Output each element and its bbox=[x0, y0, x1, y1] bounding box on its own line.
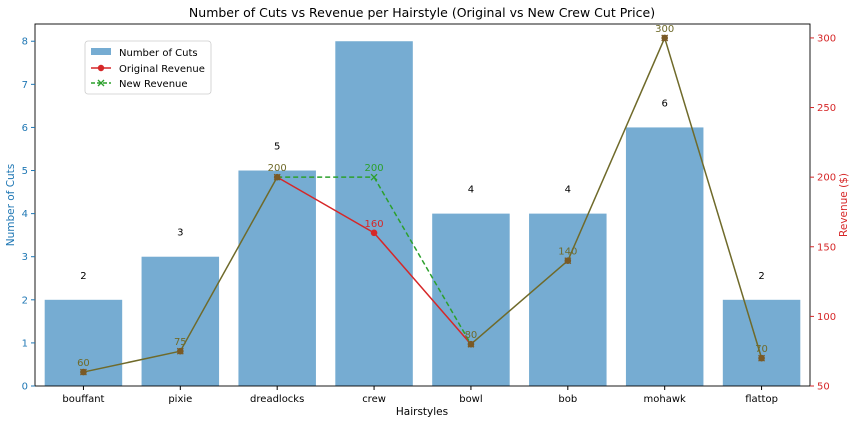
bar-crew bbox=[335, 41, 413, 386]
new-revenue-point-bob bbox=[564, 257, 572, 265]
bar-dreadlocks bbox=[238, 170, 316, 386]
y-axis-left-label: Number of Cuts bbox=[5, 164, 17, 247]
bars-layer bbox=[44, 41, 801, 386]
new-revenue-point-pixie bbox=[176, 347, 184, 355]
new-revenue-point-dreadlocks bbox=[273, 173, 281, 181]
new-revenue-label-crew: 200 bbox=[365, 163, 384, 174]
new-revenue-label-pixie: 75 bbox=[174, 337, 187, 348]
new-revenue-label-bouffant: 60 bbox=[77, 358, 90, 369]
combined-revenue-segment bbox=[179, 176, 278, 352]
bar-label-mohawk: 6 bbox=[662, 98, 668, 109]
x-tick-label-bowl: bowl bbox=[459, 394, 482, 405]
y-left-tick-label: 2 bbox=[22, 295, 28, 306]
legend: Number of Cuts Original Revenue New Revenu… bbox=[84, 40, 212, 95]
legend-label-original-revenue: Original Revenue bbox=[119, 64, 205, 75]
legend-box bbox=[84, 40, 212, 95]
data-labels-layer: 2 3 5 4 4 6 2 160 60 75 200 200 80 140 300 70 bbox=[77, 24, 768, 369]
y-right-tick-label: 50 bbox=[817, 382, 830, 393]
new-revenue-marker-stroke bbox=[467, 340, 475, 348]
new-revenue-point-crew bbox=[370, 173, 378, 181]
new-revenue-marker-stroke bbox=[273, 173, 281, 181]
legend-label-new-revenue: New Revenue bbox=[119, 79, 188, 90]
x-tick-label-dreadlocks: dreadlocks bbox=[250, 394, 304, 405]
chart-title: Number of Cuts vs Revenue per Hairstyle … bbox=[189, 5, 655, 20]
legend-swatch-new-marker bbox=[97, 79, 105, 87]
new-revenue-point-mohawk bbox=[661, 34, 669, 42]
original-revenue-point-crew bbox=[370, 229, 378, 237]
y-axis-right-label: Revenue ($) bbox=[838, 173, 850, 237]
new-revenue-point-bouffant bbox=[79, 368, 87, 376]
axes-layer: 0 1 2 3 4 5 6 7 8 50 100 150 200 250 300 bouffant pixie d… bbox=[22, 33, 836, 405]
new-revenue-marker-stroke bbox=[79, 368, 87, 376]
bar-label-bob: 4 bbox=[565, 185, 571, 196]
legend-label-number-of-cuts: Number of Cuts bbox=[119, 48, 198, 59]
new-revenue-label-dreadlocks: 200 bbox=[268, 163, 287, 174]
new-revenue-segment bbox=[373, 176, 472, 345]
new-revenue-marker-stroke bbox=[758, 354, 766, 362]
new-revenue-marker-stroke bbox=[564, 257, 572, 265]
combined-revenue-segment bbox=[83, 350, 181, 373]
x-tick-label-flattop: flattop bbox=[745, 394, 778, 405]
bar-label-dreadlocks: 5 bbox=[274, 142, 280, 153]
x-tick-label-mohawk: mohawk bbox=[644, 394, 687, 405]
original-revenue-segment bbox=[276, 176, 375, 234]
legend-swatch-bar bbox=[91, 48, 111, 55]
y-left-tick-label: 0 bbox=[22, 382, 28, 393]
y-right-tick-label: 100 bbox=[817, 312, 836, 323]
bar-bob bbox=[529, 213, 607, 386]
y-right-tick-label: 300 bbox=[817, 33, 836, 44]
new-revenue-point-flattop bbox=[758, 354, 766, 362]
combined-revenue-segment bbox=[663, 37, 763, 359]
x-tick-label-bouffant: bouffant bbox=[62, 394, 104, 405]
combined-revenue-segment bbox=[470, 260, 569, 345]
bar-flattop bbox=[722, 299, 801, 386]
y-left-tick-label: 1 bbox=[22, 338, 28, 349]
new-revenue-point-bowl bbox=[467, 340, 475, 348]
bar-mohawk bbox=[625, 127, 704, 386]
y-left-tick-label: 7 bbox=[22, 80, 28, 91]
combined-revenue-segment bbox=[567, 37, 666, 261]
x-tick-label-crew: crew bbox=[362, 394, 386, 405]
new-revenue-label-mohawk: 300 bbox=[655, 24, 674, 35]
new-revenue-marker-stroke bbox=[370, 173, 378, 181]
plot-border bbox=[34, 23, 811, 387]
original-revenue-segment bbox=[373, 232, 472, 345]
new-revenue-label-flattop: 70 bbox=[755, 344, 768, 355]
x-tick-label-pixie: pixie bbox=[168, 394, 192, 405]
new-revenue-marker-stroke bbox=[176, 347, 184, 355]
bar-label-pixie: 3 bbox=[177, 228, 183, 239]
y-right-tick-label: 200 bbox=[817, 173, 836, 184]
plot-frame bbox=[34, 23, 811, 387]
bar-pixie bbox=[141, 256, 220, 386]
y-right-tick-label: 250 bbox=[817, 103, 836, 114]
y-left-tick-label: 3 bbox=[22, 252, 28, 263]
y-right-tick-label: 150 bbox=[817, 242, 836, 253]
new-revenue-marker-stroke bbox=[661, 34, 669, 42]
original-revenue-label-crew: 160 bbox=[365, 219, 384, 230]
bar-label-bouffant: 2 bbox=[80, 271, 86, 282]
bar-label-flattop: 2 bbox=[758, 271, 764, 282]
new-revenue-label-bob: 140 bbox=[558, 247, 577, 258]
lines-layer bbox=[79, 34, 766, 376]
x-axis-label: Hairstyles bbox=[396, 406, 448, 418]
bar-label-bowl: 4 bbox=[468, 185, 474, 196]
y-left-tick-label: 6 bbox=[22, 123, 28, 134]
x-tick-label-bob: bob bbox=[558, 394, 577, 405]
y-left-tick-label: 8 bbox=[22, 37, 28, 48]
new-revenue-label-bowl: 80 bbox=[465, 330, 478, 341]
bar-bowl bbox=[432, 213, 510, 386]
legend-swatch-original-marker bbox=[97, 64, 105, 72]
y-left-tick-label: 4 bbox=[22, 209, 28, 220]
y-left-tick-label: 5 bbox=[22, 166, 28, 177]
